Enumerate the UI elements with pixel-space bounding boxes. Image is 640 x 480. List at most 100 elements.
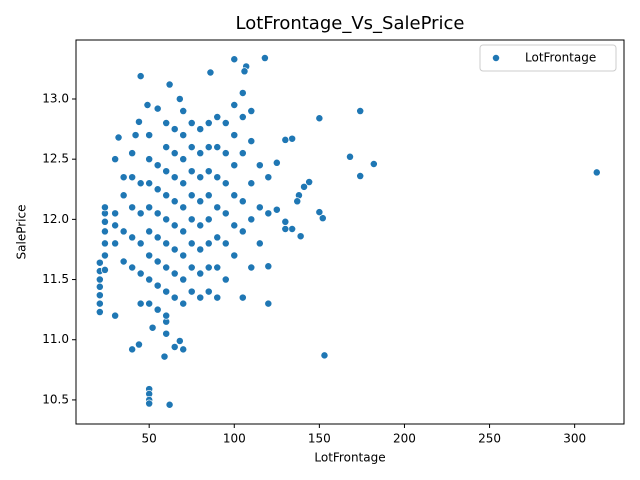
point <box>187 191 196 200</box>
point <box>179 155 188 164</box>
point <box>128 173 137 182</box>
point <box>264 299 273 308</box>
point <box>153 185 162 194</box>
point <box>240 67 249 76</box>
point <box>162 119 171 128</box>
y-tick-label: 10.5 <box>42 392 69 406</box>
point <box>136 209 145 218</box>
point <box>135 117 143 126</box>
x-tick-label: 300 <box>563 432 586 446</box>
point <box>179 179 188 188</box>
point <box>153 209 162 218</box>
point <box>170 269 179 278</box>
point <box>260 54 269 63</box>
point <box>264 209 273 218</box>
point <box>230 191 239 200</box>
point <box>196 269 205 278</box>
point <box>230 101 239 109</box>
point <box>111 221 120 230</box>
point <box>204 263 213 272</box>
point <box>187 239 196 248</box>
point <box>238 293 247 302</box>
point <box>162 215 171 224</box>
y-tick-label: 11.5 <box>42 272 69 286</box>
point <box>179 251 188 260</box>
point <box>196 221 205 230</box>
point <box>145 299 154 308</box>
point <box>179 203 188 212</box>
point <box>204 119 213 128</box>
x-tick-label: 150 <box>308 432 331 446</box>
point <box>162 329 171 338</box>
point <box>179 107 188 115</box>
point <box>315 208 324 217</box>
point <box>170 173 179 182</box>
point <box>238 197 247 206</box>
point <box>300 182 308 191</box>
point <box>153 281 162 290</box>
point <box>95 299 104 308</box>
point <box>165 400 174 409</box>
y-tick-label: 11.0 <box>42 332 69 346</box>
point <box>315 114 324 123</box>
point <box>281 135 290 144</box>
point <box>179 131 188 140</box>
point <box>213 263 222 272</box>
point <box>100 251 109 260</box>
y-axis-label: SalePrice <box>15 205 29 260</box>
point <box>187 215 196 224</box>
point <box>196 197 205 206</box>
point <box>145 251 154 260</box>
point <box>143 101 152 109</box>
point <box>238 227 247 236</box>
point <box>111 155 120 164</box>
point <box>136 269 145 278</box>
point <box>170 245 179 254</box>
point <box>179 227 188 236</box>
point <box>145 399 154 408</box>
point <box>204 191 213 200</box>
point <box>100 227 109 236</box>
point <box>204 239 213 248</box>
point <box>592 168 601 177</box>
x-tick-label: 250 <box>478 432 501 446</box>
point <box>272 205 281 214</box>
point <box>187 263 196 272</box>
point <box>136 299 145 308</box>
point <box>153 104 162 113</box>
point <box>187 287 196 296</box>
point <box>95 308 104 317</box>
point <box>162 239 171 248</box>
point <box>213 233 222 242</box>
point <box>247 107 256 115</box>
point <box>131 131 140 140</box>
point <box>95 258 104 267</box>
point <box>221 209 230 218</box>
point <box>281 217 290 226</box>
point <box>196 149 205 158</box>
point <box>221 119 230 128</box>
point <box>162 167 171 176</box>
point <box>136 239 145 248</box>
point <box>247 179 256 188</box>
point <box>119 227 128 236</box>
point <box>179 299 188 308</box>
point <box>128 149 137 158</box>
point <box>247 263 256 272</box>
point <box>170 149 179 158</box>
point <box>213 143 222 152</box>
point <box>170 221 179 230</box>
point <box>128 233 137 242</box>
point <box>170 197 179 206</box>
point <box>318 214 327 223</box>
point <box>206 68 215 77</box>
point <box>153 305 162 314</box>
point <box>153 161 162 170</box>
point <box>221 149 230 158</box>
y-tick-label: 13.0 <box>42 91 69 105</box>
point <box>230 251 239 260</box>
point <box>264 173 273 182</box>
point <box>111 209 120 218</box>
point <box>136 179 145 188</box>
